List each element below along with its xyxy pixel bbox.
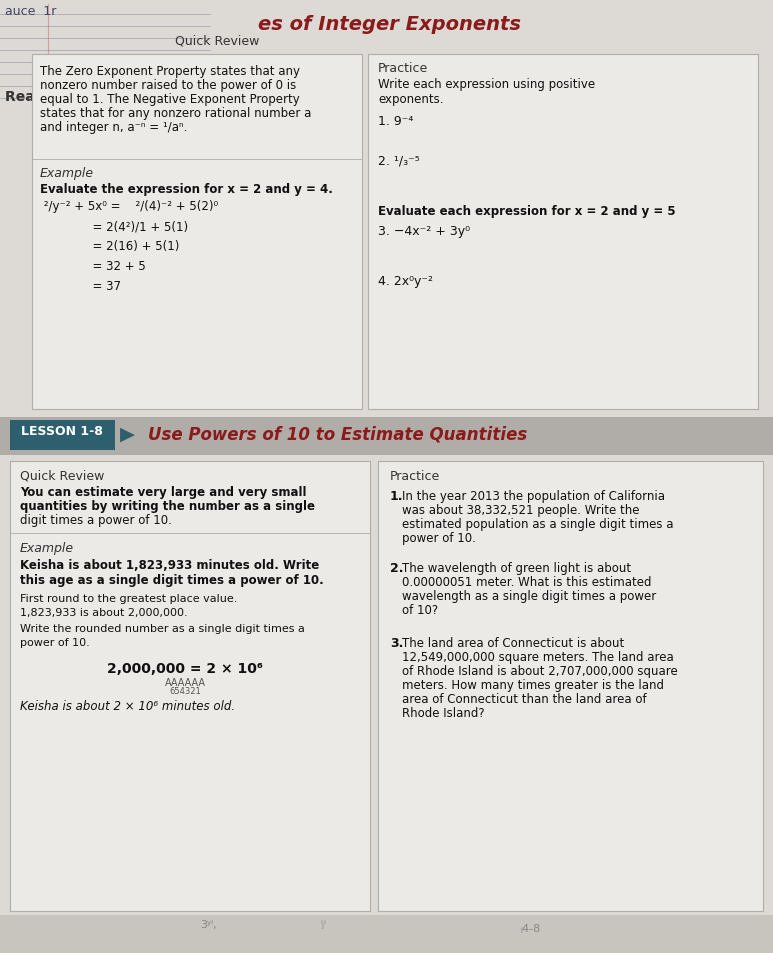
Text: Evaluate each expression for x = 2 and y = 5: Evaluate each expression for x = 2 and y… — [378, 205, 676, 218]
Text: of 10?: of 10? — [402, 603, 438, 617]
Text: equal to 1. The Negative Exponent Property: equal to 1. The Negative Exponent Proper… — [40, 92, 300, 106]
Text: AAAAAA: AAAAAA — [165, 678, 206, 687]
Text: Example: Example — [20, 541, 74, 555]
Text: = 2(4²)/1 + 5(1): = 2(4²)/1 + 5(1) — [40, 220, 188, 233]
Text: 2,000,000 = 2 × 10⁶: 2,000,000 = 2 × 10⁶ — [107, 661, 263, 676]
Text: Use Powers of 10 to Estimate Quantities: Use Powers of 10 to Estimate Quantities — [148, 424, 527, 442]
Text: 4. 2x⁰y⁻²: 4. 2x⁰y⁻² — [378, 274, 433, 288]
Text: In the year 2013 the population of California: In the year 2013 the population of Calif… — [402, 490, 665, 502]
Text: = 32 + 5: = 32 + 5 — [40, 260, 146, 273]
Text: 2.: 2. — [390, 561, 404, 575]
Text: 3.: 3. — [390, 637, 404, 649]
Text: Evaluate the expression for x = 2 and y = 4.: Evaluate the expression for x = 2 and y … — [40, 183, 333, 195]
Text: 1. 9⁻⁴: 1. 9⁻⁴ — [378, 115, 414, 128]
Text: quantities by writing the number as a single: quantities by writing the number as a si… — [20, 499, 315, 513]
Text: Quick Review: Quick Review — [20, 470, 104, 482]
Text: Practice: Practice — [390, 470, 441, 482]
Text: 654321: 654321 — [169, 686, 201, 696]
Text: area of Connecticut than the land area of: area of Connecticut than the land area o… — [402, 692, 647, 705]
Text: meters. How many times greater is the land: meters. How many times greater is the la… — [402, 679, 664, 691]
Text: = 37: = 37 — [40, 280, 121, 293]
Text: ²/y⁻² + 5x⁰ =    ²/(4)⁻² + 5(2)⁰: ²/y⁻² + 5x⁰ = ²/(4)⁻² + 5(2)⁰ — [40, 200, 218, 213]
Text: Keisha is about 2 × 10⁶ minutes old.: Keisha is about 2 × 10⁶ minutes old. — [20, 700, 235, 712]
Text: 1,823,933 is about 2,000,000.: 1,823,933 is about 2,000,000. — [20, 607, 188, 618]
Text: The Zero Exponent Property states that any: The Zero Exponent Property states that a… — [40, 65, 300, 78]
Text: Write the rounded number as a single digit times a: Write the rounded number as a single dig… — [20, 623, 305, 634]
Text: LESSON 1-8: LESSON 1-8 — [21, 424, 103, 437]
Bar — [10, 420, 115, 451]
Text: and integer n, a⁻ⁿ = ¹/aⁿ.: and integer n, a⁻ⁿ = ¹/aⁿ. — [40, 121, 187, 133]
Text: states that for any nonzero rational number a: states that for any nonzero rational num… — [40, 107, 312, 120]
Text: Write each expression using positive: Write each expression using positive — [378, 78, 595, 91]
Text: Keisha is about 1,823,933 minutes old. Write: Keisha is about 1,823,933 minutes old. W… — [20, 558, 319, 572]
Text: of Rhode Island is about 2,707,000,000 square: of Rhode Island is about 2,707,000,000 s… — [402, 664, 678, 678]
Bar — [378, 461, 763, 911]
Text: estimated population as a single digit times a: estimated population as a single digit t… — [402, 517, 673, 531]
Text: 3. −4x⁻² + 3y⁰: 3. −4x⁻² + 3y⁰ — [378, 225, 470, 237]
Text: Quick Review: Quick Review — [175, 35, 260, 48]
Text: this age as a single digit times a power of 10.: this age as a single digit times a power… — [20, 574, 324, 586]
Bar — [368, 55, 758, 410]
Text: 2. ¹/₃⁻⁵: 2. ¹/₃⁻⁵ — [378, 154, 420, 168]
Bar — [10, 461, 370, 911]
Text: auce  1r: auce 1r — [5, 5, 56, 18]
Text: ⱼ4-8: ⱼ4-8 — [520, 923, 540, 933]
Text: was about 38,332,521 people. Write the: was about 38,332,521 people. Write the — [402, 503, 639, 517]
Text: Practice: Practice — [378, 62, 428, 75]
Text: wavelength as a single digit times a power: wavelength as a single digit times a pow… — [402, 589, 656, 602]
Text: = 2(16) + 5(1): = 2(16) + 5(1) — [40, 240, 179, 253]
Text: digit times a power of 10.: digit times a power of 10. — [20, 514, 172, 526]
Text: 3ʸⁱ,: 3ʸⁱ, — [200, 919, 216, 929]
Text: Example: Example — [40, 167, 94, 180]
Text: You can estimate very large and very small: You can estimate very large and very sma… — [20, 485, 307, 498]
Text: 0.00000051 meter. What is this estimated: 0.00000051 meter. What is this estimated — [402, 576, 652, 588]
Text: 1.: 1. — [390, 490, 404, 502]
Text: The land area of Connecticut is about: The land area of Connecticut is about — [402, 637, 625, 649]
Text: es of Integer Exponents: es of Integer Exponents — [258, 15, 522, 34]
Text: First round to the greatest place value.: First round to the greatest place value. — [20, 594, 237, 603]
Text: ▶: ▶ — [120, 424, 135, 443]
Text: Real  #: Real # — [5, 90, 61, 104]
Text: power of 10.: power of 10. — [402, 532, 476, 544]
Bar — [0, 915, 773, 953]
Text: Rhode Island?: Rhode Island? — [402, 706, 485, 720]
Text: nonzero number raised to the power of 0 is: nonzero number raised to the power of 0 … — [40, 79, 296, 91]
Text: The wavelength of green light is about: The wavelength of green light is about — [402, 561, 631, 575]
Text: ⁱⱼⁱ: ⁱⱼⁱ — [320, 919, 326, 929]
Text: exponents.: exponents. — [378, 92, 444, 106]
Bar — [32, 55, 362, 410]
Text: power of 10.: power of 10. — [20, 638, 90, 647]
Text: 12,549,000,000 square meters. The land area: 12,549,000,000 square meters. The land a… — [402, 650, 674, 663]
Bar — [0, 417, 773, 456]
